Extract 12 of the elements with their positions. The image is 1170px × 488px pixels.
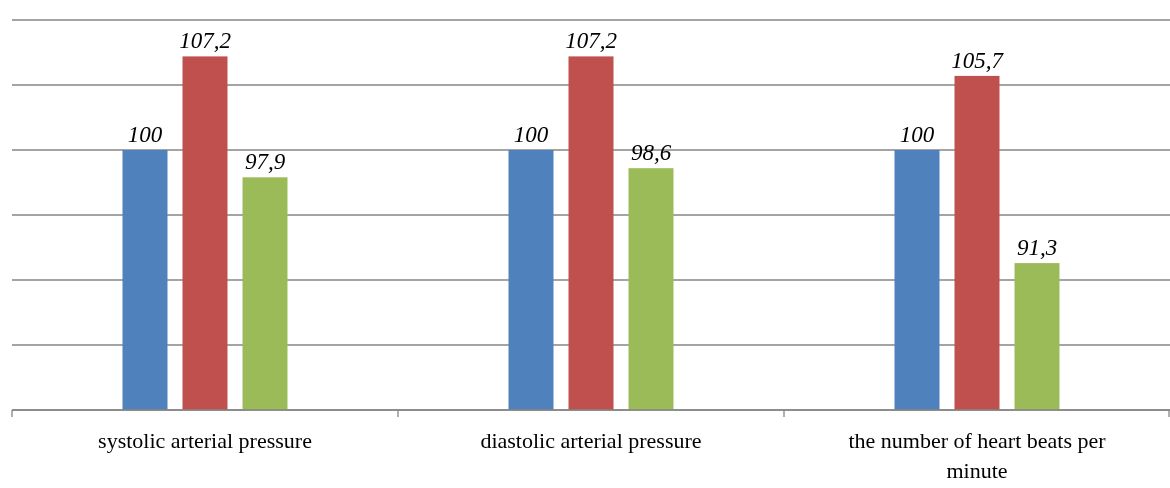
data-label: 97,9 (244, 149, 286, 175)
data-label: 98,6 (630, 140, 672, 166)
data-label: 107,2 (565, 28, 617, 54)
x-tick-label: diastolic arterial pressure (480, 428, 702, 453)
x-tick-label: the number of heart beats per minute (848, 428, 1107, 483)
data-label: 107,2 (179, 28, 231, 54)
data-label: 100 (513, 122, 549, 147)
data-label: 100 (127, 122, 163, 147)
data-label: 91,3 (1016, 235, 1058, 261)
x-tick-label: systolic arterial pressure (98, 428, 312, 453)
data-label: 105,7 (951, 47, 1005, 73)
data-label: 100 (899, 122, 935, 147)
